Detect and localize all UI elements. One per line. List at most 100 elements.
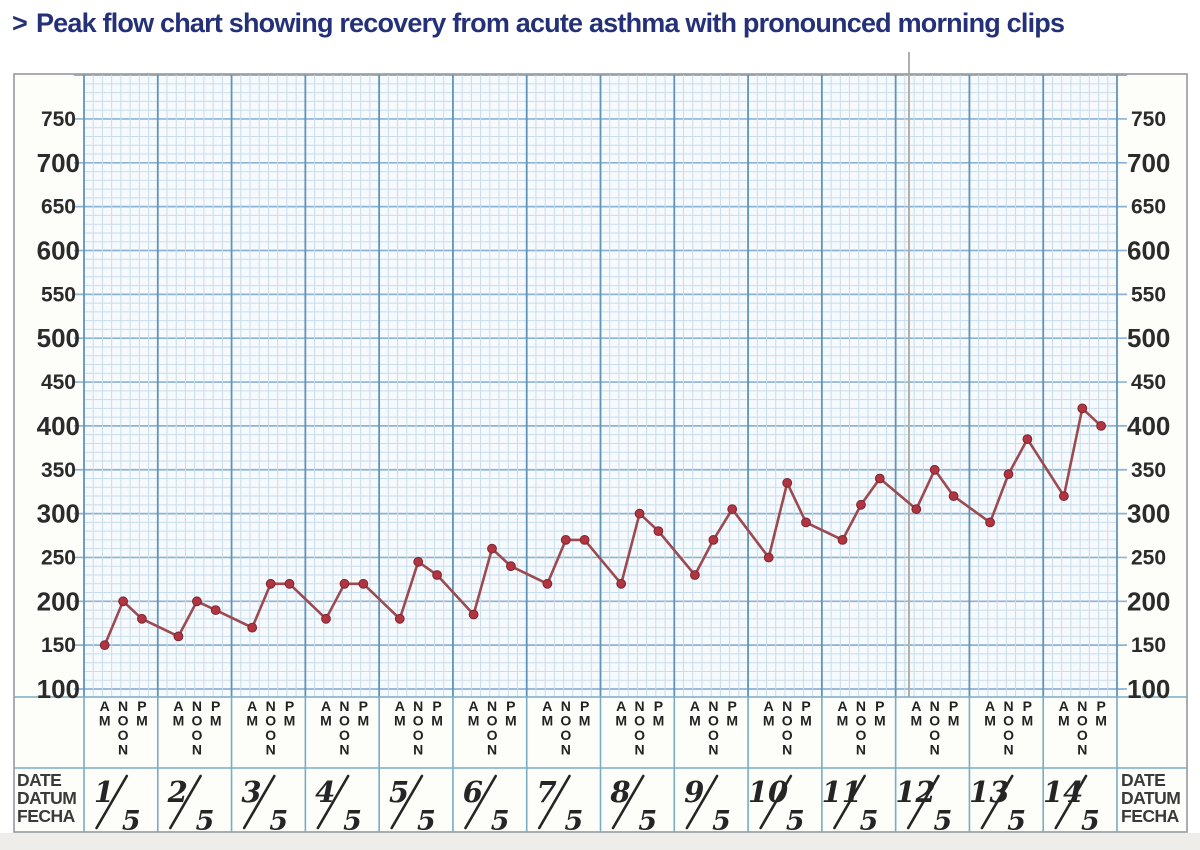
data-point-1-5-pm xyxy=(137,613,147,624)
y-tick-label-left-750: 750 xyxy=(41,108,76,131)
header-letter-noon: O xyxy=(929,713,940,729)
data-point-3-5-pm xyxy=(284,578,295,589)
date-numerator: 7 xyxy=(537,775,557,809)
date-numerator: 1 xyxy=(94,775,114,809)
header-letter-pm: M xyxy=(505,713,517,729)
date-denominator: 5 xyxy=(1007,806,1026,837)
date-slash xyxy=(906,774,940,830)
data-point-4-5-noon xyxy=(339,578,350,589)
date-denominator: 5 xyxy=(122,806,141,837)
header-letter-am: A xyxy=(690,698,700,714)
date-denominator: 5 xyxy=(786,806,805,837)
date-numerator: 5 xyxy=(389,775,409,809)
data-point-3-5-am xyxy=(247,622,258,633)
date-slash xyxy=(316,774,350,830)
header-letter-noon: N xyxy=(1077,742,1087,758)
header-letter-pm: P xyxy=(506,698,515,714)
header-letter-am: A xyxy=(911,698,921,714)
header-letter-noon: O xyxy=(413,727,424,743)
header-letter-noon: N xyxy=(782,698,792,714)
date-numerator: 9 xyxy=(684,775,704,809)
header-letter-am: M xyxy=(615,713,627,729)
data-point-14-5-noon xyxy=(1077,403,1088,414)
header-letter-noon: O xyxy=(1003,713,1014,729)
date-cell-4-5: 45 xyxy=(315,774,362,837)
y-tick-label-left-250: 250 xyxy=(41,546,76,569)
date-block-line-datum: DATUM xyxy=(17,788,76,808)
header-letter-am: A xyxy=(321,698,331,714)
date-slash xyxy=(169,774,202,830)
header-letter-pm: P xyxy=(432,698,441,714)
header-letter-pm: P xyxy=(580,698,589,714)
header-letter-am: M xyxy=(99,713,111,729)
header-letter-pm: P xyxy=(1096,698,1105,714)
date-denominator: 5 xyxy=(638,806,657,837)
header-letter-noon: N xyxy=(930,742,940,758)
header-letter-am: A xyxy=(837,698,847,714)
data-point-13-5-noon xyxy=(1003,469,1014,480)
y-tick-label-left-650: 650 xyxy=(41,196,76,219)
y-tick-label-left-200: 200 xyxy=(37,586,80,616)
data-point-8-5-noon xyxy=(634,508,645,519)
data-point-5-5-pm xyxy=(432,570,443,580)
header-letter-am: M xyxy=(837,713,849,729)
date-block-line-date: DATE xyxy=(17,770,61,790)
date-cell-6-5: 65 xyxy=(463,774,510,837)
date-slash xyxy=(95,774,129,830)
header-letter-noon: O xyxy=(265,727,276,743)
header-letter-noon: N xyxy=(1003,698,1013,714)
header-letter-pm: M xyxy=(284,713,296,729)
header-letter-am: M xyxy=(468,713,480,729)
date-numerator: 3 xyxy=(241,775,261,809)
data-point-10-5-am xyxy=(763,552,774,563)
header-letter-am: A xyxy=(100,698,110,714)
date-block-line-date: DATE xyxy=(1121,770,1165,790)
date-denominator: 5 xyxy=(1081,806,1100,837)
header-letter-noon: N xyxy=(118,742,128,758)
data-point-12-5-noon xyxy=(929,464,940,475)
header-letter-noon: O xyxy=(560,713,571,729)
header-letter-noon: N xyxy=(1077,698,1087,714)
date-cell-8-5: 85 xyxy=(609,774,657,837)
date-slash xyxy=(980,774,1014,830)
header-letter-pm: M xyxy=(874,713,886,729)
data-point-2-5-pm xyxy=(210,605,221,615)
y-tick-label-right-500: 500 xyxy=(1127,323,1170,353)
header-letter-am: M xyxy=(320,713,332,729)
data-point-7-5-noon xyxy=(560,535,571,545)
header-letter-am: M xyxy=(542,713,554,729)
header-letter-noon: N xyxy=(708,698,718,714)
header-letter-noon: N xyxy=(413,742,423,758)
header-letter-pm: M xyxy=(136,713,148,729)
data-line-peak-flow xyxy=(103,407,1103,647)
y-tick-label-left-550: 550 xyxy=(41,283,76,306)
header-letter-am: A xyxy=(985,698,995,714)
title-text: Peak flow chart showing recovery from ac… xyxy=(35,8,1065,38)
y-tick-label-left-150: 150 xyxy=(41,634,76,657)
header-letter-noon: N xyxy=(930,698,940,714)
data-point-13-5-am xyxy=(985,517,995,528)
y-tick-label-right-100: 100 xyxy=(1127,674,1170,704)
header-letter-noon: N xyxy=(487,742,497,758)
header-letter-noon: N xyxy=(192,698,202,714)
date-cell-10-5: 105 xyxy=(748,774,805,837)
date-cell-1-5: 15 xyxy=(94,774,141,837)
header-letter-pm: P xyxy=(875,698,884,714)
header-letter-am: M xyxy=(246,713,258,729)
header-letter-pm: M xyxy=(579,713,591,729)
header-letter-noon: O xyxy=(929,727,940,743)
data-point-2-5-noon xyxy=(192,596,202,607)
header-letter-pm: P xyxy=(359,698,368,714)
header-letter-pm: P xyxy=(654,698,663,714)
header-letter-noon: N xyxy=(413,698,423,714)
y-tick-label-right-400: 400 xyxy=(1127,411,1170,441)
data-point-4-5-pm xyxy=(358,578,369,589)
y-tick-label-left-450: 450 xyxy=(41,371,76,394)
page-title: > Peak flow chart showing recovery from a… xyxy=(12,8,1192,39)
header-letter-noon: N xyxy=(561,698,571,714)
data-point-14-5-am xyxy=(1059,491,1069,502)
date-denominator: 5 xyxy=(565,806,584,837)
y-axis-right: 100 150 200 250 300 350 400 450 500 550 600 650 700 7… xyxy=(1127,108,1170,704)
